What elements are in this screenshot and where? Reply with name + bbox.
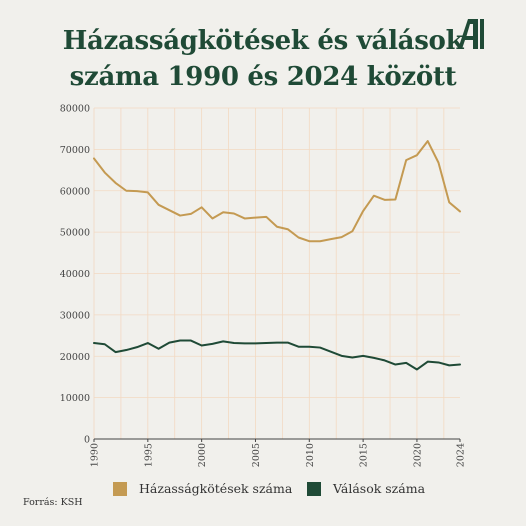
y-tick-label: 10000 xyxy=(60,393,90,404)
y-tick-label: 70000 xyxy=(60,145,90,156)
legend-item-marriages: Házasságkötések száma xyxy=(113,481,292,496)
y-tick-label: 30000 xyxy=(60,310,90,321)
y-tick-label: 40000 xyxy=(60,269,90,280)
x-tick-label: 2020 xyxy=(412,443,423,467)
x-tick-label: 1995 xyxy=(143,443,154,467)
chart-title-line-2: száma 1990 és 2024 között xyxy=(69,62,457,92)
x-tick-label: 2024 xyxy=(456,443,467,467)
x-tick-label: 2010 xyxy=(305,443,316,467)
y-tick-label: 20000 xyxy=(60,352,90,363)
legend-label-marriages: Házasságkötések száma xyxy=(139,481,293,496)
legend-item-divorces: Válások száma xyxy=(307,481,425,496)
source-note: Forrás: KSH xyxy=(23,497,83,508)
chart-title-line-1: Házasságkötések és válások xyxy=(62,26,464,56)
x-tick-label: 2015 xyxy=(359,443,370,467)
legend-swatch-marriages xyxy=(113,481,127,496)
letter-a-logo-icon xyxy=(458,19,484,49)
y-tick-label: 60000 xyxy=(60,186,90,197)
y-tick-label: 50000 xyxy=(60,228,90,239)
legend-swatch-divorces xyxy=(307,481,321,496)
y-tick-label: 0 xyxy=(84,435,90,446)
legend-label-divorces: Válások száma xyxy=(333,481,426,496)
divorces-series-line xyxy=(93,339,461,371)
y-tick-label: 80000 xyxy=(60,104,90,115)
x-tick-label: 2000 xyxy=(197,443,208,467)
x-tick-label: 1990 xyxy=(90,443,101,467)
chart-legend: Házasságkötések száma Válások száma xyxy=(0,481,526,501)
marriages-series-line xyxy=(93,140,461,243)
x-tick-label: 2005 xyxy=(251,443,262,467)
